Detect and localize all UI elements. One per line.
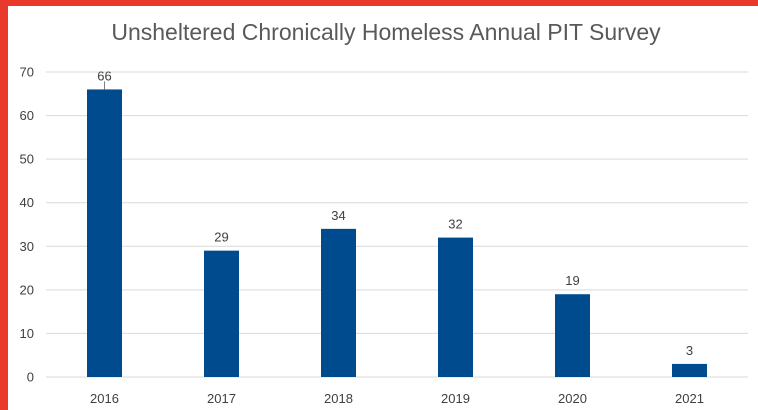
chart-frame: Unsheltered Chronically Homeless Annual … [8,6,758,410]
data-label: 34 [331,208,345,223]
y-tick-label: 20 [20,282,34,297]
data-label: 3 [686,343,693,358]
bar-2019 [438,237,473,377]
data-labels: 66 29 34 32 19 3 [97,68,693,358]
x-tick-label: 2020 [558,391,587,406]
y-axis-ticks: 0 10 20 30 40 50 60 70 [20,65,34,385]
x-tick-label: 2021 [675,391,704,406]
y-tick-label: 70 [20,65,34,80]
data-label: 66 [97,68,111,83]
chart-title: Unsheltered Chronically Homeless Annual … [111,19,661,45]
y-tick-label: 60 [20,108,34,123]
data-label: 19 [565,273,579,288]
data-label: 32 [448,217,462,232]
data-label: 29 [214,230,228,245]
x-tick-label: 2017 [207,391,236,406]
bar-2021 [672,363,707,377]
x-tick-label: 2018 [324,391,353,406]
bar-2018 [321,228,356,377]
bars [87,89,707,377]
y-tick-label: 50 [20,152,34,167]
bar-chart: Unsheltered Chronically Homeless Annual … [20,19,748,406]
y-tick-label: 30 [20,239,34,254]
bar-2016 [87,89,122,377]
gridlines [46,71,748,378]
bar-2020 [555,294,590,377]
x-axis-ticks: 2016 2017 2018 2019 2020 2021 [90,391,704,406]
y-tick-label: 40 [20,195,34,210]
y-tick-label: 0 [27,370,34,385]
y-tick-label: 10 [20,326,34,341]
x-tick-label: 2016 [90,391,119,406]
x-tick-label: 2019 [441,391,470,406]
bar-2017 [204,250,239,377]
